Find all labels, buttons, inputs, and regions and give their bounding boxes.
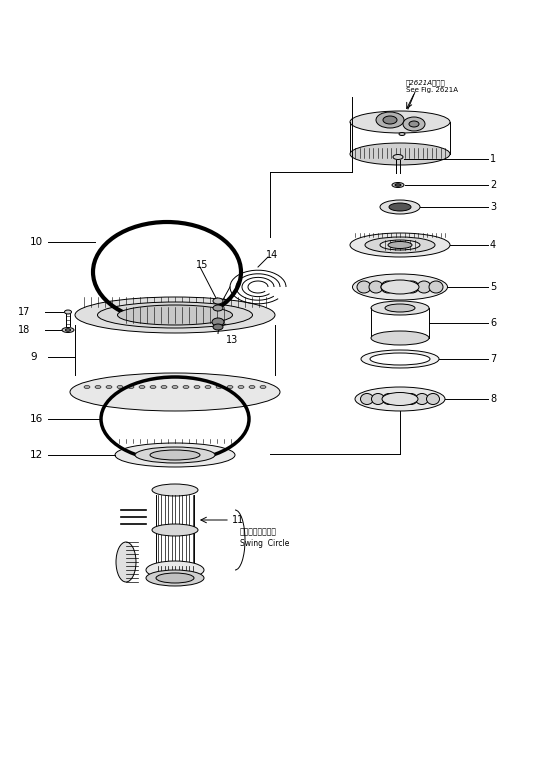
Ellipse shape xyxy=(161,385,167,388)
Ellipse shape xyxy=(382,392,418,406)
Ellipse shape xyxy=(350,233,450,257)
Ellipse shape xyxy=(350,143,450,165)
Ellipse shape xyxy=(409,121,419,127)
Ellipse shape xyxy=(95,385,101,388)
Ellipse shape xyxy=(369,281,383,293)
Ellipse shape xyxy=(405,281,419,293)
Ellipse shape xyxy=(417,281,431,293)
Text: 10: 10 xyxy=(30,237,43,247)
Ellipse shape xyxy=(150,385,156,388)
Text: 8: 8 xyxy=(490,394,496,404)
Ellipse shape xyxy=(65,329,70,331)
Ellipse shape xyxy=(150,450,200,460)
Text: スイングサークル: スイングサークル xyxy=(240,528,277,536)
Ellipse shape xyxy=(128,385,134,388)
Ellipse shape xyxy=(172,385,178,388)
Text: 5: 5 xyxy=(490,282,496,292)
Ellipse shape xyxy=(117,385,123,388)
Ellipse shape xyxy=(75,297,275,333)
Ellipse shape xyxy=(216,385,222,388)
Ellipse shape xyxy=(399,133,405,135)
Text: 7: 7 xyxy=(490,354,496,364)
Text: 11: 11 xyxy=(232,515,244,525)
Ellipse shape xyxy=(371,301,429,315)
Ellipse shape xyxy=(213,324,223,330)
Ellipse shape xyxy=(156,573,194,583)
Ellipse shape xyxy=(213,305,223,311)
Text: 4: 4 xyxy=(490,240,496,250)
Ellipse shape xyxy=(152,524,198,536)
Text: Swing  Circle: Swing Circle xyxy=(240,538,289,548)
Ellipse shape xyxy=(393,393,407,405)
Text: 9: 9 xyxy=(30,352,37,362)
Ellipse shape xyxy=(371,331,429,345)
Ellipse shape xyxy=(388,242,412,249)
Ellipse shape xyxy=(249,385,255,388)
Ellipse shape xyxy=(404,393,417,405)
Ellipse shape xyxy=(64,310,71,314)
Text: 6: 6 xyxy=(490,318,496,328)
Ellipse shape xyxy=(403,117,425,131)
Ellipse shape xyxy=(106,385,112,388)
Ellipse shape xyxy=(427,393,439,405)
Ellipse shape xyxy=(389,203,411,211)
Ellipse shape xyxy=(238,385,244,388)
Ellipse shape xyxy=(370,353,430,365)
Ellipse shape xyxy=(355,387,445,411)
Ellipse shape xyxy=(429,281,443,293)
Ellipse shape xyxy=(139,385,145,388)
Ellipse shape xyxy=(152,484,198,496)
Ellipse shape xyxy=(260,385,266,388)
Wedge shape xyxy=(395,320,405,329)
Ellipse shape xyxy=(361,350,439,368)
Ellipse shape xyxy=(194,385,200,388)
Text: 18: 18 xyxy=(18,325,31,335)
Text: 図2621Aを参照: 図2621Aを参照 xyxy=(406,80,446,86)
Text: 12: 12 xyxy=(30,450,43,460)
Ellipse shape xyxy=(360,393,373,405)
Text: See Fig. 2621A: See Fig. 2621A xyxy=(406,87,458,93)
Ellipse shape xyxy=(353,274,447,300)
Ellipse shape xyxy=(183,385,189,388)
Ellipse shape xyxy=(213,298,223,304)
Ellipse shape xyxy=(84,385,90,388)
Ellipse shape xyxy=(350,111,450,133)
Ellipse shape xyxy=(381,281,395,293)
Text: 1: 1 xyxy=(490,154,496,164)
Ellipse shape xyxy=(118,305,233,325)
Ellipse shape xyxy=(135,447,215,463)
Ellipse shape xyxy=(116,542,136,582)
Ellipse shape xyxy=(146,561,204,579)
Ellipse shape xyxy=(372,393,385,405)
Text: 15: 15 xyxy=(196,260,208,270)
Ellipse shape xyxy=(205,385,211,388)
Text: 14: 14 xyxy=(266,250,278,260)
Ellipse shape xyxy=(227,385,233,388)
Ellipse shape xyxy=(393,281,407,293)
Ellipse shape xyxy=(146,570,204,586)
Ellipse shape xyxy=(98,302,252,328)
Ellipse shape xyxy=(380,240,420,250)
Ellipse shape xyxy=(392,183,404,187)
Ellipse shape xyxy=(381,280,419,294)
Ellipse shape xyxy=(383,393,396,405)
Ellipse shape xyxy=(380,200,420,214)
Text: 16: 16 xyxy=(30,414,43,424)
Ellipse shape xyxy=(365,237,435,253)
Ellipse shape xyxy=(383,116,397,124)
Text: 13: 13 xyxy=(226,335,238,345)
Ellipse shape xyxy=(212,318,224,326)
Text: 2: 2 xyxy=(490,180,496,190)
Text: 3: 3 xyxy=(490,202,496,212)
Ellipse shape xyxy=(395,183,401,186)
Ellipse shape xyxy=(70,373,280,411)
Ellipse shape xyxy=(393,155,403,159)
Ellipse shape xyxy=(357,281,371,293)
Text: 17: 17 xyxy=(18,307,31,317)
Ellipse shape xyxy=(376,112,404,128)
Ellipse shape xyxy=(115,443,235,467)
Ellipse shape xyxy=(385,304,415,312)
Ellipse shape xyxy=(415,393,428,405)
Ellipse shape xyxy=(62,327,74,333)
